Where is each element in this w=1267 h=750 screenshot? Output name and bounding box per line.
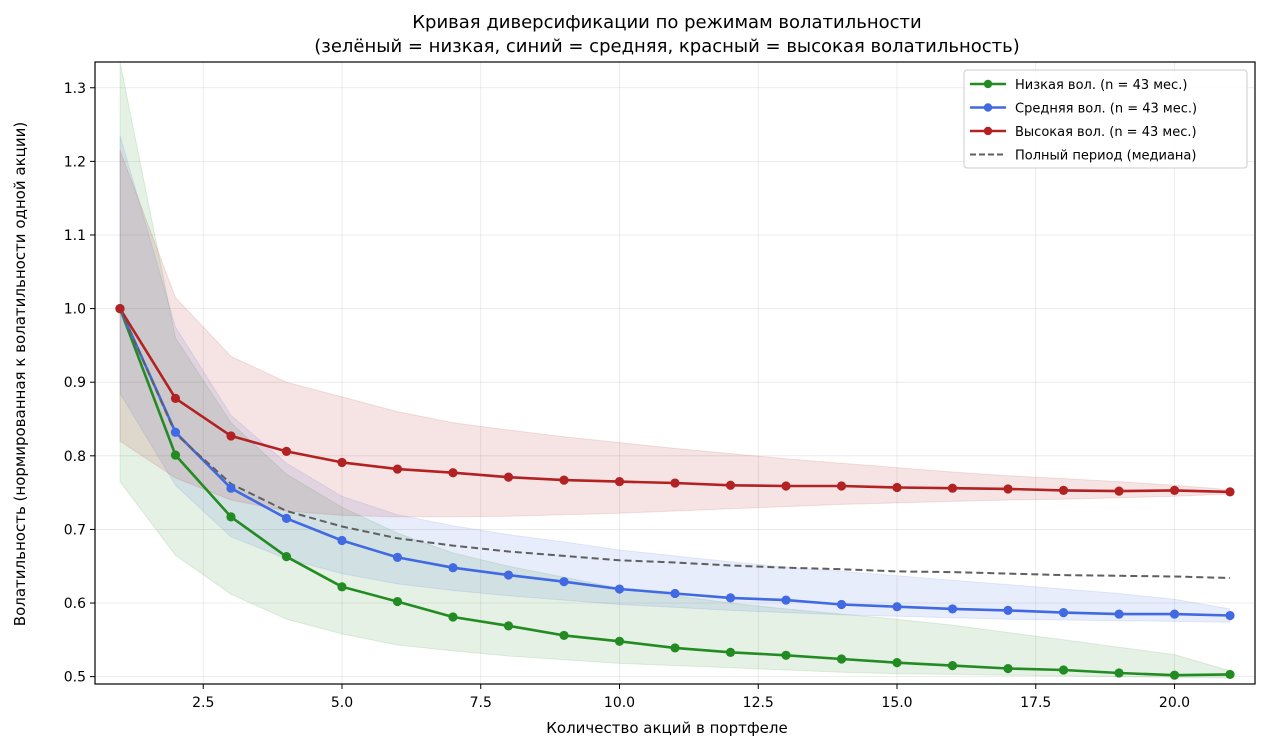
y-tick-label: 0.9 — [64, 375, 86, 391]
point-series-0 — [725, 647, 736, 657]
point-series-1 — [947, 604, 958, 614]
point-series-2 — [892, 482, 902, 493]
point-series-0 — [1169, 670, 1180, 680]
point-series-1 — [1169, 609, 1180, 619]
point-series-2 — [559, 475, 569, 485]
chart-title: Кривая диверсификации по режимам волатил… — [412, 12, 921, 33]
point-series-1 — [559, 577, 569, 587]
legend-box — [963, 69, 1248, 169]
point-series-1 — [1114, 609, 1124, 619]
point-series-2 — [614, 476, 625, 487]
axis-ticks: 2.5 5.0 7.5 10.0 12.5 15.0 17.5 20.0 0.5 0.6 0.7 0.… — [64, 81, 1190, 711]
x-tick-label: 10.0 — [604, 695, 635, 711]
point-series-0 — [337, 582, 347, 592]
point-series-0 — [614, 636, 625, 646]
point-series-1 — [1003, 605, 1013, 615]
point-series-0 — [670, 643, 680, 653]
point-series-2 — [1169, 485, 1180, 496]
point-series-2 — [448, 468, 458, 478]
y-tick-label: 1.3 — [64, 81, 86, 97]
point-series-0 — [947, 660, 958, 671]
legend-marker-2 — [983, 126, 993, 136]
x-tick-label: 20.0 — [1159, 695, 1190, 711]
x-tick-label: 7.5 — [470, 695, 492, 711]
point-series-0 — [503, 621, 514, 631]
point-series-0 — [170, 450, 181, 460]
legend-label-2: Высокая вол. (n = 43 мес.) — [1015, 125, 1197, 140]
point-series-1 — [781, 595, 791, 605]
point-series-2 — [725, 480, 736, 490]
point-series-0 — [448, 612, 458, 622]
point-series-2 — [670, 478, 680, 488]
point-series-2 — [1114, 486, 1124, 496]
point-series-1 — [614, 584, 625, 594]
x-tick-label: 5.0 — [331, 695, 353, 711]
point-series-2 — [392, 464, 403, 474]
point-series-1 — [170, 427, 181, 437]
point-series-0 — [559, 630, 569, 641]
y-tick-label: 0.8 — [64, 449, 86, 465]
x-tick-label: 17.5 — [1020, 695, 1051, 711]
point-series-1 — [503, 570, 514, 580]
point-series-1 — [337, 535, 347, 546]
point-series-1 — [1225, 610, 1235, 621]
y-tick-label: 1.1 — [64, 228, 86, 244]
x-tick-label: 15.0 — [881, 695, 912, 711]
point-series-2 — [1003, 484, 1013, 494]
band-series-1 — [119, 135, 1231, 623]
chart-subtitle: (зелёный = низкая, синий = средняя, крас… — [314, 36, 1020, 57]
legend-label-1: Средняя вол. (n = 43 мес.) — [1015, 102, 1197, 117]
point-series-1 — [670, 588, 680, 599]
point-series-2 — [503, 472, 514, 482]
point-series-0 — [781, 650, 791, 660]
point-series-2 — [226, 431, 236, 441]
point-series-0 — [226, 512, 236, 522]
point-series-2 — [836, 481, 847, 491]
point-series-0 — [1003, 663, 1013, 674]
y-tick-label: 0.6 — [64, 596, 86, 612]
series-markers — [115, 303, 1235, 680]
point-series-0 — [1058, 665, 1069, 675]
legend-marker-1 — [983, 103, 993, 112]
point-series-2 — [115, 303, 125, 314]
point-series-0 — [392, 596, 403, 607]
x-tick-label: 12.5 — [743, 695, 774, 711]
x-tick-label: 2.5 — [192, 695, 214, 711]
x-axis-label: Количество акций в портфеле — [546, 719, 787, 737]
point-series-1 — [448, 563, 458, 573]
legend-label-3: Полный период (медиана) — [1015, 149, 1196, 164]
point-series-2 — [781, 481, 791, 491]
point-series-1 — [281, 513, 292, 523]
point-series-1 — [892, 602, 902, 612]
y-tick-label: 0.5 — [64, 670, 86, 686]
point-series-2 — [281, 446, 292, 456]
line-series-3 — [119, 308, 1231, 579]
point-series-1 — [1058, 607, 1069, 618]
legend-marker-0 — [983, 79, 993, 89]
point-series-0 — [1225, 669, 1235, 680]
point-series-1 — [392, 552, 403, 562]
point-series-0 — [1114, 668, 1124, 678]
point-series-1 — [836, 599, 847, 610]
y-tick-label: 1.2 — [64, 154, 86, 170]
point-series-2 — [1058, 485, 1069, 496]
point-series-2 — [1225, 487, 1235, 497]
point-series-1 — [226, 483, 236, 493]
point-series-0 — [836, 654, 847, 664]
point-series-1 — [725, 593, 736, 603]
point-series-0 — [892, 658, 902, 668]
y-tick-label: 0.7 — [64, 522, 86, 538]
plot-frame — [94, 61, 1256, 685]
legend-label-0: Низкая вол. (n = 43 мес.) — [1015, 78, 1187, 93]
point-series-0 — [281, 552, 292, 562]
point-series-2 — [337, 457, 347, 468]
y-axis-label: Волатильность (нормированная к волатильн… — [11, 122, 29, 626]
point-series-2 — [947, 483, 958, 493]
y-tick-label: 1.0 — [64, 302, 86, 318]
point-series-2 — [170, 393, 181, 403]
legend: Низкая вол. (n = 43 мес.) Средняя вол. (n… — [963, 69, 1248, 169]
